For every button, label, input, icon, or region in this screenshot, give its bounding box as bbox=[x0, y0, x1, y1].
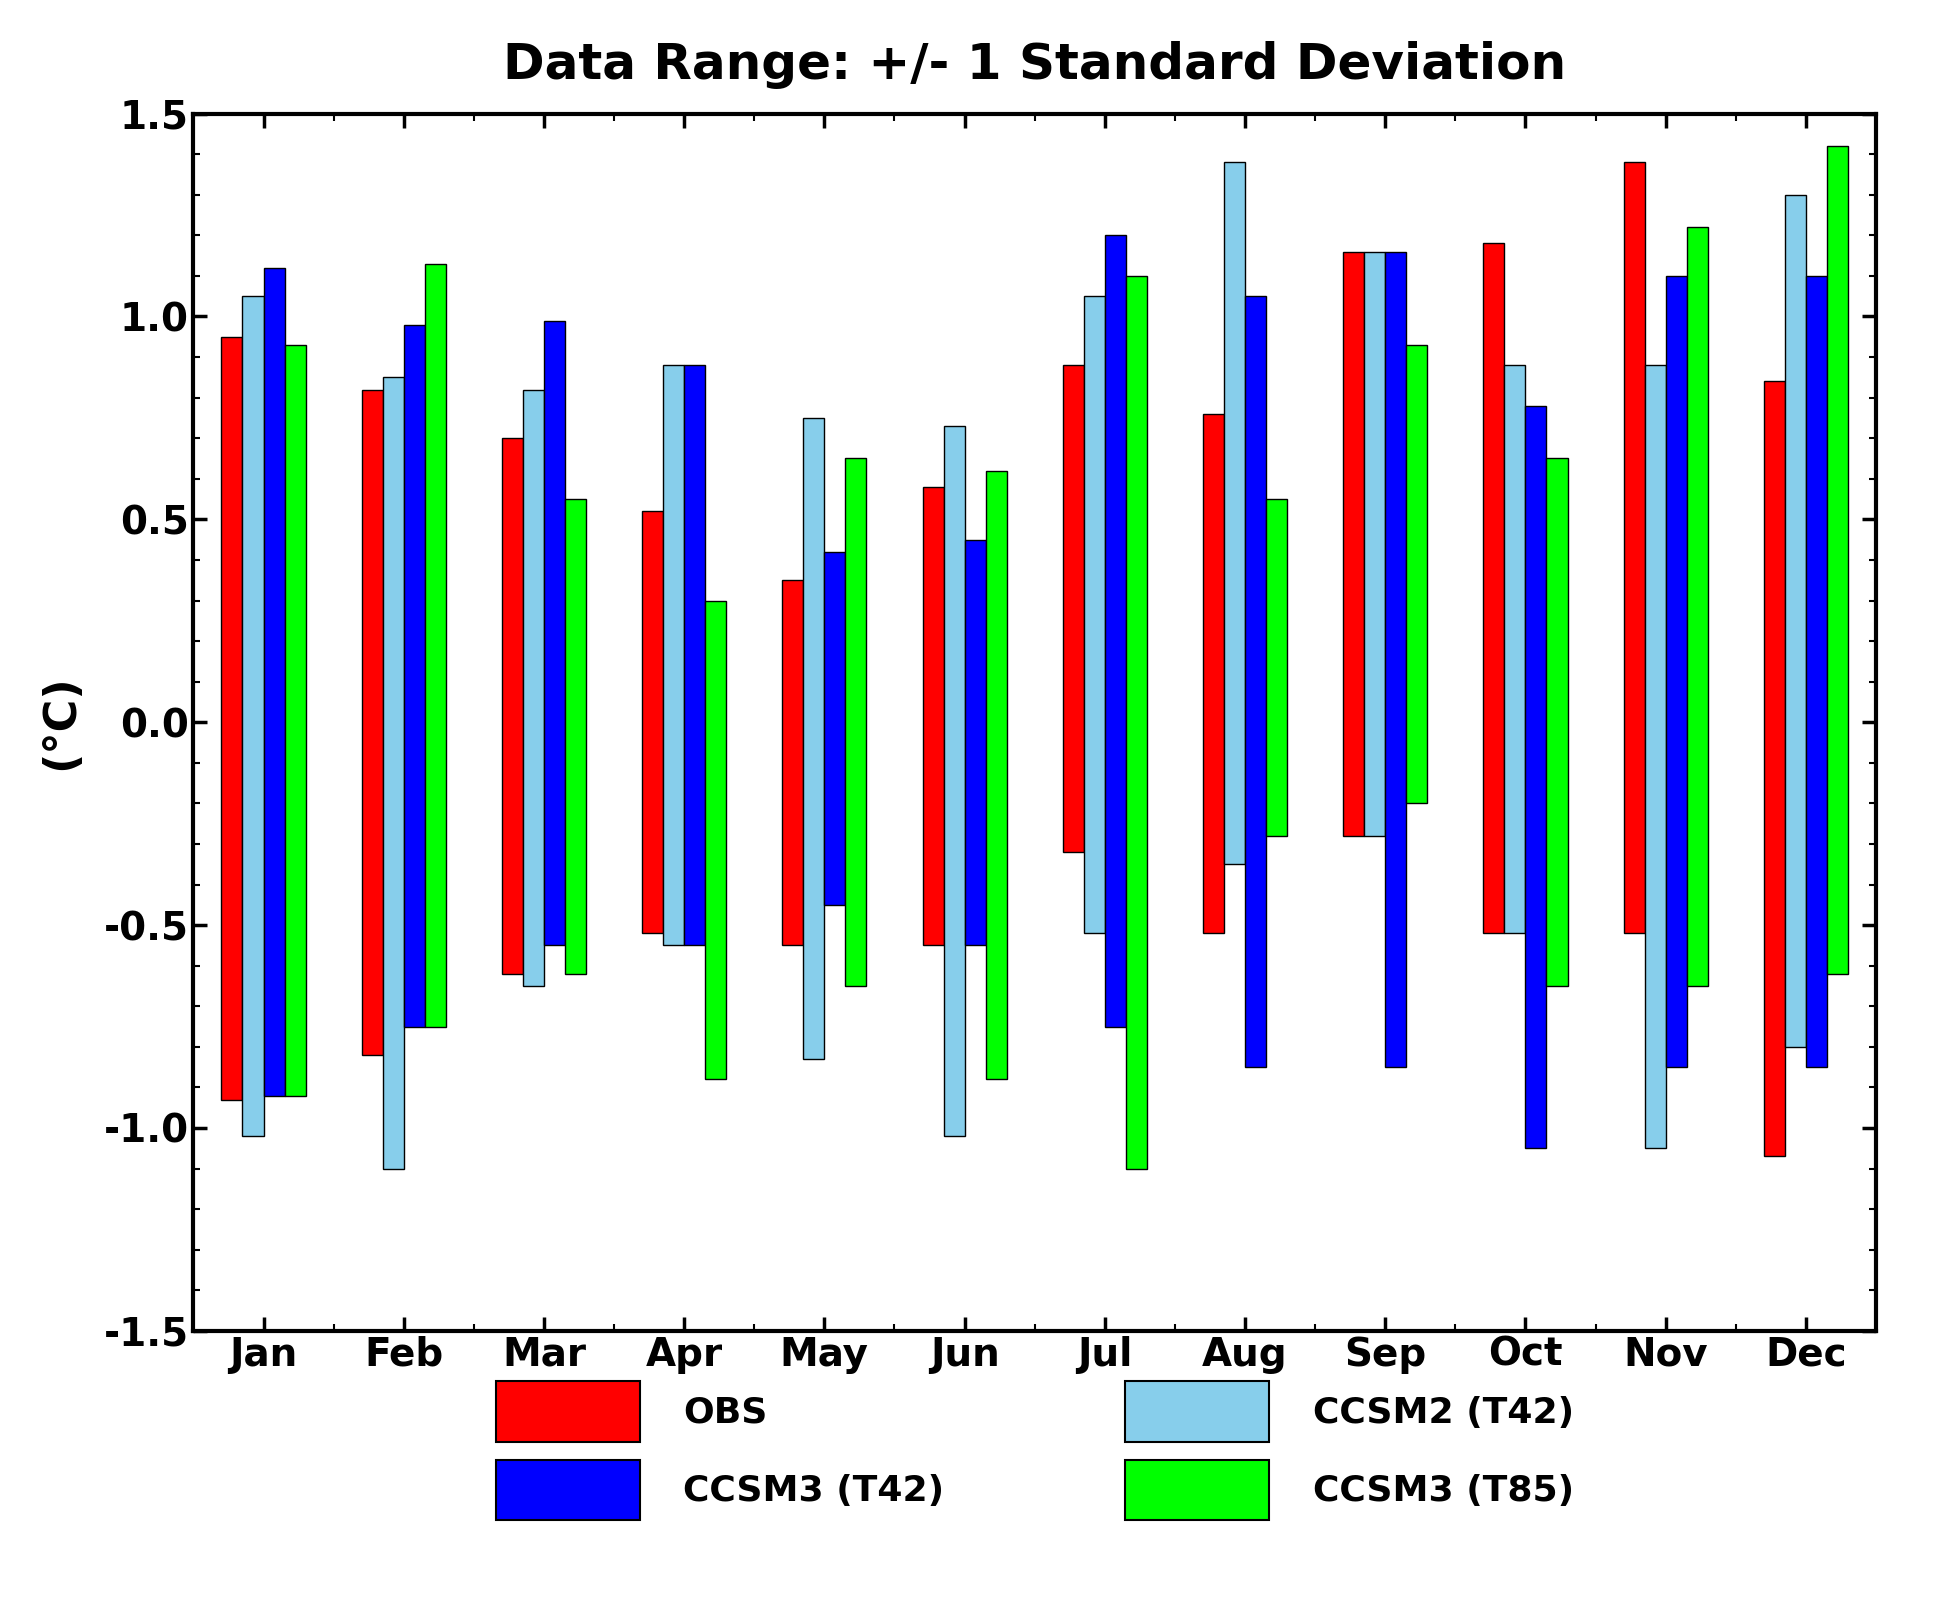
Bar bbox=[824, 552, 845, 904]
Bar bbox=[1245, 295, 1267, 1068]
Bar bbox=[1267, 498, 1288, 836]
Bar bbox=[944, 425, 965, 1136]
Bar bbox=[565, 500, 586, 974]
Legend: OBS, CCSM3 (T42), CCSM2 (T42), CCSM3 (T85): OBS, CCSM3 (T42), CCSM2 (T42), CCSM3 (T8… bbox=[460, 1345, 1609, 1556]
Bar bbox=[965, 539, 986, 945]
Bar bbox=[1064, 365, 1083, 852]
Bar bbox=[1785, 195, 1806, 1047]
Bar bbox=[1406, 344, 1427, 803]
Bar bbox=[1104, 235, 1126, 1026]
Bar bbox=[706, 601, 725, 1079]
Bar bbox=[1665, 276, 1686, 1068]
Bar bbox=[362, 390, 383, 1055]
Bar bbox=[284, 344, 306, 1096]
Bar bbox=[1483, 243, 1505, 933]
Bar bbox=[1203, 414, 1224, 933]
Bar bbox=[1686, 227, 1708, 985]
Bar bbox=[503, 438, 522, 974]
Bar bbox=[1363, 252, 1385, 836]
Bar bbox=[923, 487, 944, 945]
Bar bbox=[986, 471, 1006, 1079]
Bar bbox=[1547, 458, 1567, 985]
Bar bbox=[803, 417, 824, 1058]
Bar bbox=[1644, 365, 1665, 1149]
Bar bbox=[383, 377, 404, 1169]
Bar bbox=[522, 390, 543, 985]
Bar bbox=[242, 295, 263, 1136]
Bar bbox=[685, 365, 706, 945]
Bar bbox=[404, 325, 425, 1026]
Bar bbox=[642, 511, 663, 933]
Bar bbox=[845, 458, 866, 985]
Bar bbox=[1126, 276, 1147, 1169]
Bar bbox=[663, 365, 685, 945]
Bar bbox=[1623, 162, 1644, 933]
Bar bbox=[781, 579, 803, 945]
Bar bbox=[263, 268, 284, 1096]
Bar bbox=[1828, 146, 1847, 974]
Bar bbox=[1764, 381, 1785, 1156]
Bar bbox=[1342, 252, 1363, 836]
Bar bbox=[1806, 276, 1828, 1068]
Bar bbox=[222, 338, 242, 1100]
Bar bbox=[1505, 365, 1526, 933]
Bar bbox=[1224, 162, 1245, 863]
Title: Data Range: +/- 1 Standard Deviation: Data Range: +/- 1 Standard Deviation bbox=[503, 41, 1567, 89]
Bar bbox=[1526, 406, 1547, 1149]
Bar bbox=[425, 263, 445, 1026]
Bar bbox=[1083, 295, 1104, 933]
Y-axis label: (°C): (°C) bbox=[39, 675, 83, 769]
Bar bbox=[543, 321, 565, 945]
Bar bbox=[1385, 252, 1406, 1068]
